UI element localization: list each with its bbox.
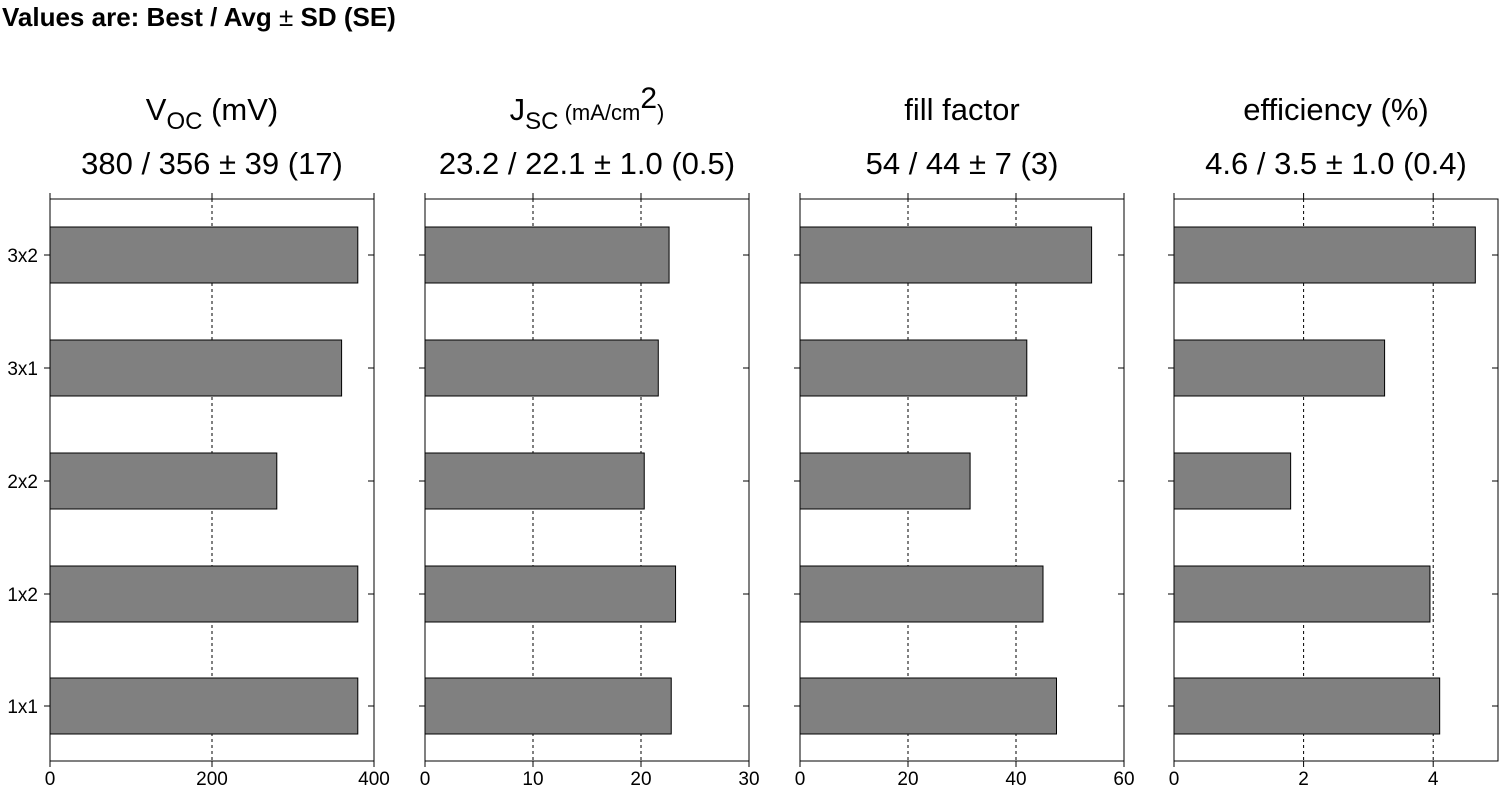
- bar-1x1: [799, 677, 1057, 735]
- bar-3x1: [49, 339, 343, 397]
- panel-title-subscript: SC: [525, 108, 558, 135]
- x-tick-label: 200: [196, 769, 228, 788]
- plot-frame: [799, 198, 1125, 762]
- panel-title: fill factor: [904, 92, 1019, 127]
- panel-title-subscript: OC: [166, 108, 202, 135]
- x-tick-label: 20: [897, 769, 918, 788]
- bar-1x1: [424, 677, 672, 735]
- bar-1x2: [799, 565, 1044, 623]
- x-tick-label: 0: [45, 769, 56, 788]
- panel-4: efficiency (%) 4.6 / 3.5 ± 1.0 (0.4) 0 2 4: [1168, 92, 1499, 788]
- bar-3x2: [1173, 226, 1476, 284]
- bar-3x1: [799, 339, 1028, 397]
- x-tick-label: 0: [420, 769, 431, 788]
- x-tick-label: 4: [1428, 769, 1439, 788]
- bar-1x2: [49, 565, 359, 623]
- bar-1x1: [1173, 677, 1441, 735]
- x-tick-label: 30: [738, 769, 759, 788]
- bar-3x2: [424, 226, 670, 284]
- panel-title-main: efficiency (%): [1243, 92, 1429, 127]
- bar-2x2: [799, 452, 971, 510]
- category-label: 3x2: [7, 246, 38, 267]
- x-tick-label: 400: [358, 769, 390, 788]
- panel-title: JSC (mA/cm2): [510, 82, 665, 135]
- bar-1x2: [424, 565, 677, 623]
- panel-title-main: fill factor: [904, 92, 1019, 127]
- x-tick-label: 20: [630, 769, 651, 788]
- panel-title-superscript: 2: [640, 82, 657, 115]
- panel-3: fill factor 54 / 44 ± 7 (3) 0 20 40 60: [794, 92, 1135, 788]
- x-tick-label: 0: [795, 769, 806, 788]
- bar-2x2: [49, 452, 278, 510]
- bar-2x2: [424, 452, 645, 510]
- bar-3x2: [49, 226, 359, 284]
- panel-stats: 4.6 / 3.5 ± 1.0 (0.4): [1205, 146, 1467, 181]
- panel-title: VOC (mV): [146, 92, 278, 135]
- x-tick-label: 60: [1113, 769, 1134, 788]
- x-tick-label: 10: [522, 769, 543, 788]
- panel-2: JSC (mA/cm2) 23.2 / 22.1 ± 1.0 (0.5) 0 10 20…: [419, 82, 760, 788]
- plot-frame: [1173, 198, 1499, 762]
- bar-1x1: [49, 677, 359, 735]
- panel-title: efficiency (%): [1243, 92, 1429, 127]
- category-label: 1x2: [7, 585, 38, 606]
- header-suffix: SD (SE): [293, 2, 396, 32]
- panel-title-end: ): [657, 100, 664, 125]
- category-label: 2x2: [7, 472, 38, 493]
- panel-1: VOC (mV) 380 / 356 ± 39 (17) 3x2 3x1 2x2 1x2 1…: [7, 92, 389, 788]
- panel-stats: 54 / 44 ± 7 (3): [866, 146, 1059, 181]
- bar-3x1: [424, 339, 659, 397]
- x-tick-label: 2: [1298, 769, 1309, 788]
- x-tick-label: 0: [1169, 769, 1180, 788]
- header-prefix: Values are: Best / Avg: [2, 2, 279, 32]
- panels-layer: VOC (mV) 380 / 356 ± 39 (17) 3x2 3x1 2x2 1x2 1…: [7, 82, 1499, 788]
- panel-title-main: J: [510, 92, 526, 127]
- panel-stats: 380 / 356 ± 39 (17): [81, 146, 343, 181]
- panel-title-unit: (mV): [202, 92, 278, 127]
- bar-3x2: [799, 226, 1093, 284]
- category-label: 1x1: [7, 697, 38, 718]
- bar-1x2: [1173, 565, 1431, 623]
- panel-title-main: V: [146, 92, 167, 127]
- panel-stats: 23.2 / 22.1 ± 1.0 (0.5): [439, 146, 735, 181]
- chart-header: Values are: Best / Avg ± SD (SE): [2, 2, 396, 32]
- category-label: 3x1: [7, 359, 38, 380]
- bar-3x1: [1173, 339, 1386, 397]
- plot-frame: [424, 198, 750, 762]
- x-tick-label: 40: [1005, 769, 1026, 788]
- header-pm: ±: [279, 2, 293, 32]
- bar-2x2: [1173, 452, 1292, 510]
- panel-title-unit: (mA/cm: [558, 100, 640, 125]
